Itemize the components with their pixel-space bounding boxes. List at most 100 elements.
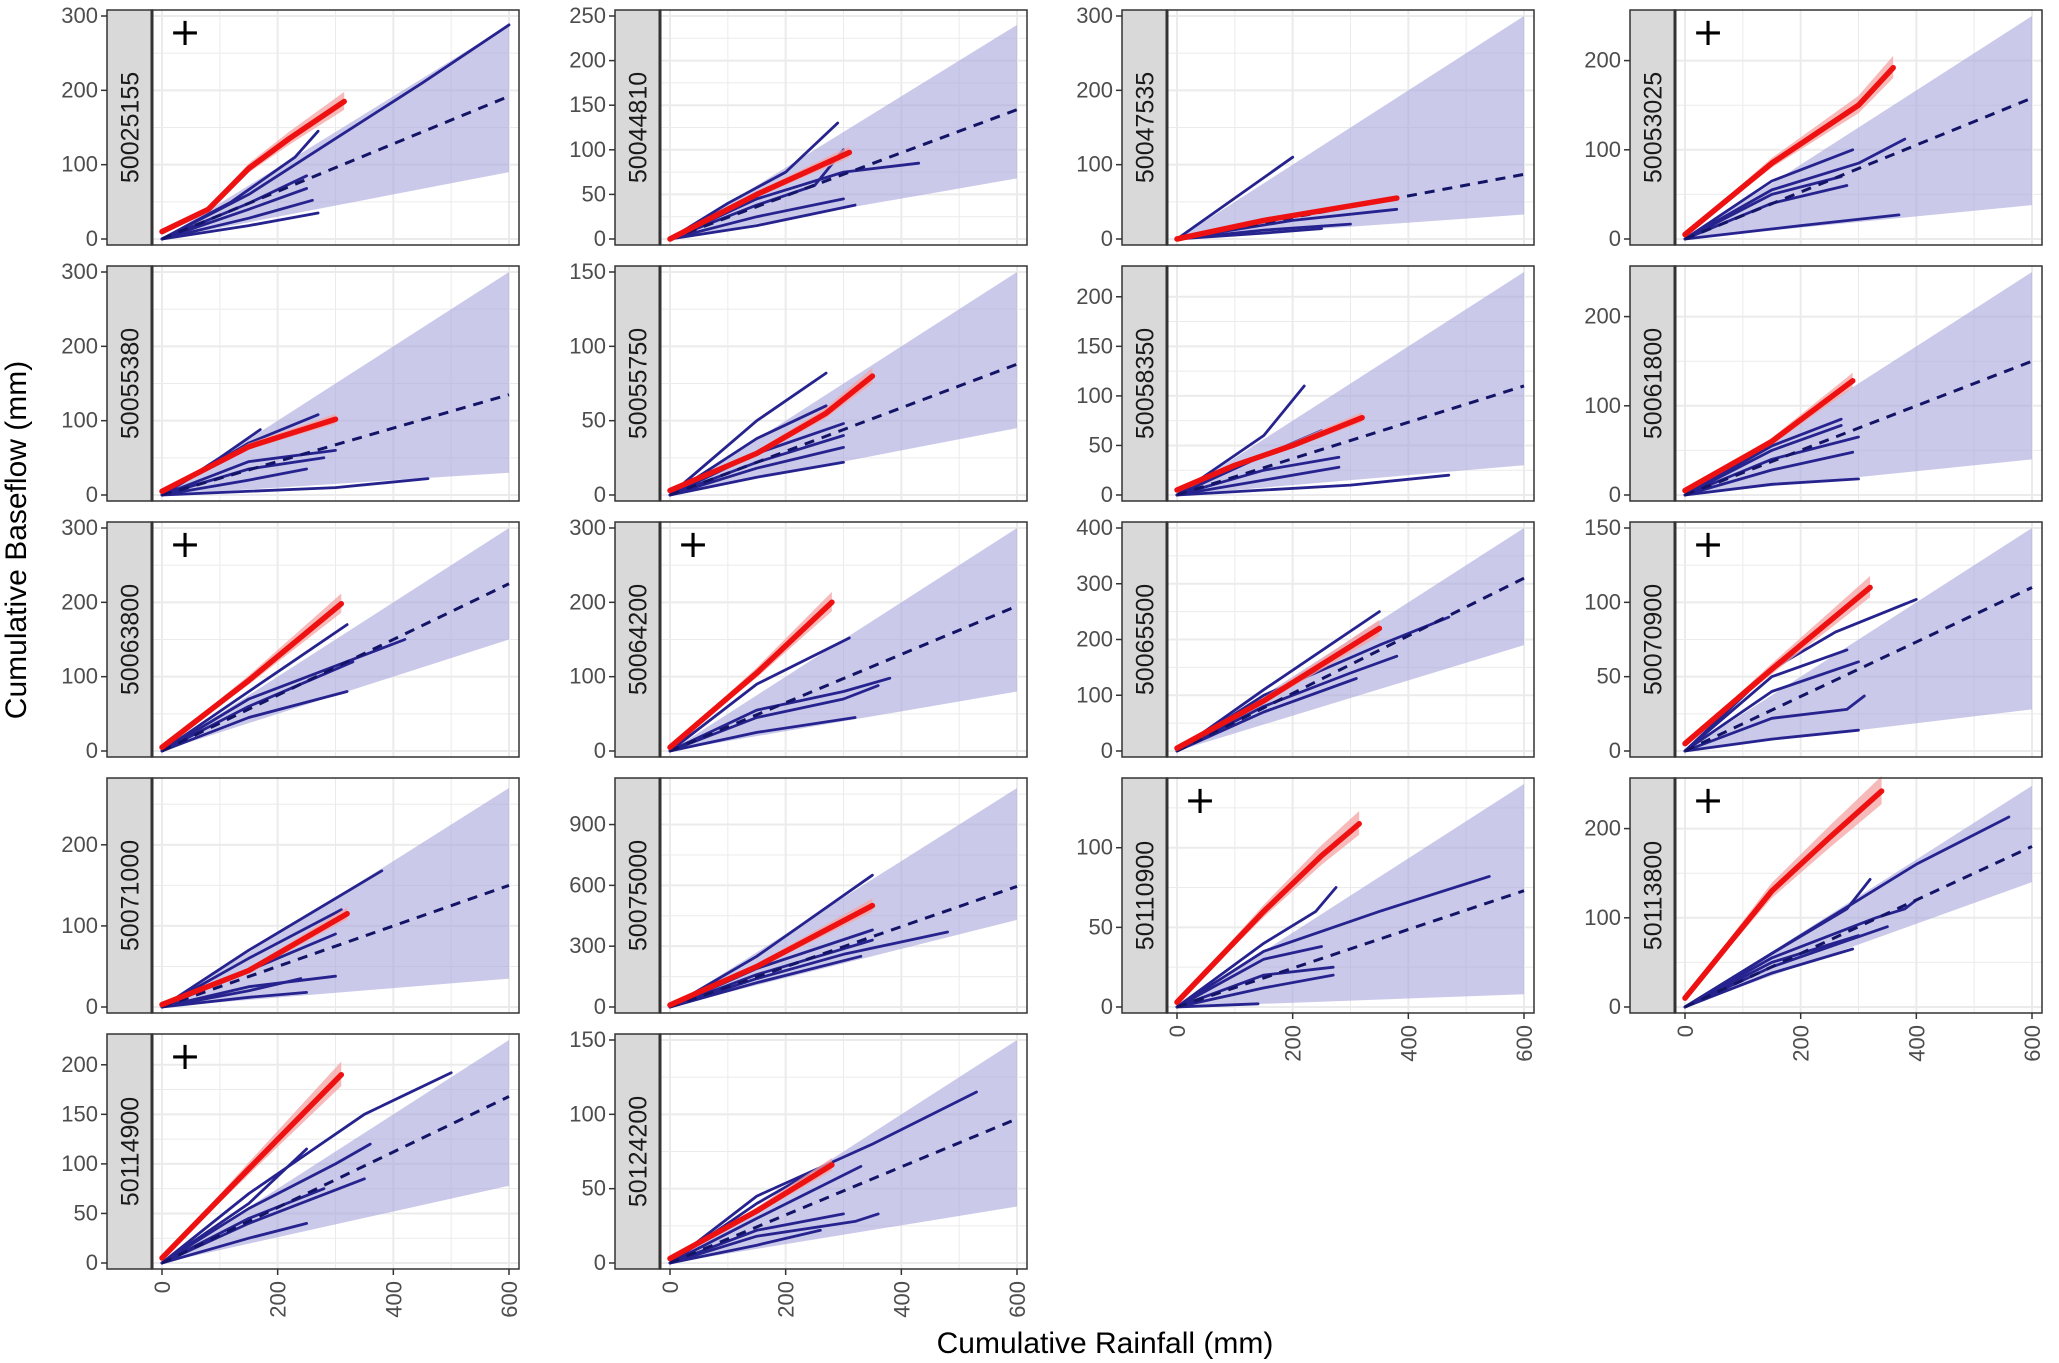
y-tick-label: 150 xyxy=(1076,333,1113,358)
current-event-line xyxy=(1174,625,1383,751)
y-tick-label: 0 xyxy=(86,226,98,251)
current-event-line xyxy=(159,1071,345,1261)
facet-strip xyxy=(614,9,661,246)
current-event-line xyxy=(1682,584,1873,747)
historic-event-line xyxy=(160,1177,366,1265)
y-tick-label: 300 xyxy=(61,3,98,28)
historic-event-line xyxy=(160,187,308,241)
facet-strip-label: 50047535 xyxy=(1132,72,1160,183)
y-tick-label: 100 xyxy=(1076,152,1113,177)
y-tick-label: 100 xyxy=(569,664,606,689)
y-axis-title: Cumulative Baseflow (mm) xyxy=(0,361,33,719)
current-event-line xyxy=(159,601,345,751)
facet-strip-label: 50063800 xyxy=(117,584,145,695)
panel-50063800: 50063800 0 100 200 300 + xyxy=(61,515,520,763)
y-tick-label: 50 xyxy=(1597,664,1621,689)
facet-strip-label: 50061800 xyxy=(1640,328,1668,439)
facet-strip-label: 50114900 xyxy=(117,1097,145,1206)
y-tick-label: 200 xyxy=(61,832,98,857)
current-event-line xyxy=(159,416,339,495)
y-tick-label: 0 xyxy=(594,1250,606,1275)
x-axis-title: Cumulative Rainfall (mm) xyxy=(937,1327,1274,1360)
y-tick-label: 200 xyxy=(61,333,98,358)
facet-strip xyxy=(1121,521,1168,758)
median-dashed-line xyxy=(1176,889,1525,1009)
y-tick-label: 100 xyxy=(1076,682,1113,707)
y-tick-label: 0 xyxy=(1101,482,1113,507)
median-dashed-line xyxy=(1684,96,2033,241)
y-tick-label: 50 xyxy=(582,408,606,433)
y-tick-label: 0 xyxy=(86,994,98,1019)
historic-event-line xyxy=(1175,1002,1260,1009)
historic-event-line xyxy=(160,869,384,1009)
y-tick-label: 50 xyxy=(582,181,606,206)
y-tick-label: 100 xyxy=(1584,137,1621,162)
x-tick-label: 0 xyxy=(1165,1025,1190,1037)
y-tick-label: 50 xyxy=(582,1176,606,1201)
x-tick-label: 600 xyxy=(497,1281,522,1318)
uncertainty-band xyxy=(1685,528,2032,751)
current-event-line xyxy=(159,910,350,1008)
facet-strip xyxy=(1629,9,1676,246)
y-tick-label: 200 xyxy=(61,589,98,614)
historic-event-line xyxy=(1683,878,1872,1009)
uncertainty-band xyxy=(670,788,1017,1007)
x-tick-label: 600 xyxy=(1512,1025,1537,1062)
historic-event-line xyxy=(668,716,857,753)
y-tick-label: 300 xyxy=(569,933,606,958)
x-tick-label: 400 xyxy=(1396,1025,1421,1062)
historic-event-line xyxy=(160,198,314,241)
y-tick-label: 100 xyxy=(569,1101,606,1126)
uncertainty-band xyxy=(162,528,509,751)
y-tick-label: 100 xyxy=(61,913,98,938)
y-tick-label: 200 xyxy=(1584,304,1621,329)
facet-strip xyxy=(106,1033,153,1270)
uncertainty-band xyxy=(1685,16,2032,239)
historic-event-line xyxy=(1683,477,1860,497)
y-tick-label: 150 xyxy=(569,1027,606,1052)
panel-50053025: 50053025 0 100 200 + xyxy=(1584,9,2043,251)
facet-strip-label: 50053025 xyxy=(1640,72,1668,183)
historic-event-line xyxy=(160,467,308,497)
significance-plus-marker: + xyxy=(169,1034,201,1078)
y-tick-label: 0 xyxy=(86,1250,98,1275)
median-dashed-line xyxy=(1684,845,2033,1009)
y-tick-label: 50 xyxy=(1089,914,1113,939)
facet-strip-label: 50070900 xyxy=(1640,584,1668,695)
y-tick-label: 100 xyxy=(1584,905,1621,930)
y-tick-label: 0 xyxy=(594,738,606,763)
uncertainty-band xyxy=(670,1040,1017,1263)
y-tick-label: 0 xyxy=(1609,738,1621,763)
facet-strip-label: 50055380 xyxy=(117,328,145,439)
x-tick-label: 200 xyxy=(1789,1025,1814,1062)
y-tick-label: 900 xyxy=(569,812,606,837)
historic-event-line xyxy=(1683,450,1855,497)
x-tick-label: 400 xyxy=(381,1281,406,1318)
y-tick-label: 200 xyxy=(61,77,98,102)
y-tick-label: 300 xyxy=(61,515,98,540)
panel-50071000: 50071000 0 100 200 xyxy=(61,777,520,1019)
panel-50075000: 50075000 0 300 600 900 xyxy=(569,777,1028,1019)
uncertainty-band xyxy=(1177,272,1524,495)
historic-event-line xyxy=(1683,694,1866,753)
y-tick-label: 200 xyxy=(1076,77,1113,102)
x-tick-label: 200 xyxy=(774,1281,799,1318)
facet-strip xyxy=(614,777,661,1014)
y-tick-label: 100 xyxy=(1076,383,1113,408)
y-tick-label: 0 xyxy=(594,482,606,507)
panel-50065500: 50065500 0 100 200 300 400 xyxy=(1076,515,1535,763)
historic-event-line xyxy=(1175,473,1451,497)
uncertainty-band xyxy=(1177,16,1524,239)
y-tick-label: 300 xyxy=(61,259,98,284)
historic-event-line xyxy=(160,1071,453,1265)
historic-event-line xyxy=(1175,455,1341,497)
significance-plus-marker: + xyxy=(169,10,201,54)
historic-event-line xyxy=(1683,648,1849,753)
historic-event-line xyxy=(160,977,303,1009)
historic-event-line xyxy=(1683,947,1855,1009)
y-tick-label: 100 xyxy=(61,664,98,689)
historic-event-line xyxy=(160,660,355,753)
historic-event-line xyxy=(160,1142,372,1265)
historic-event-line xyxy=(1683,898,1918,1009)
